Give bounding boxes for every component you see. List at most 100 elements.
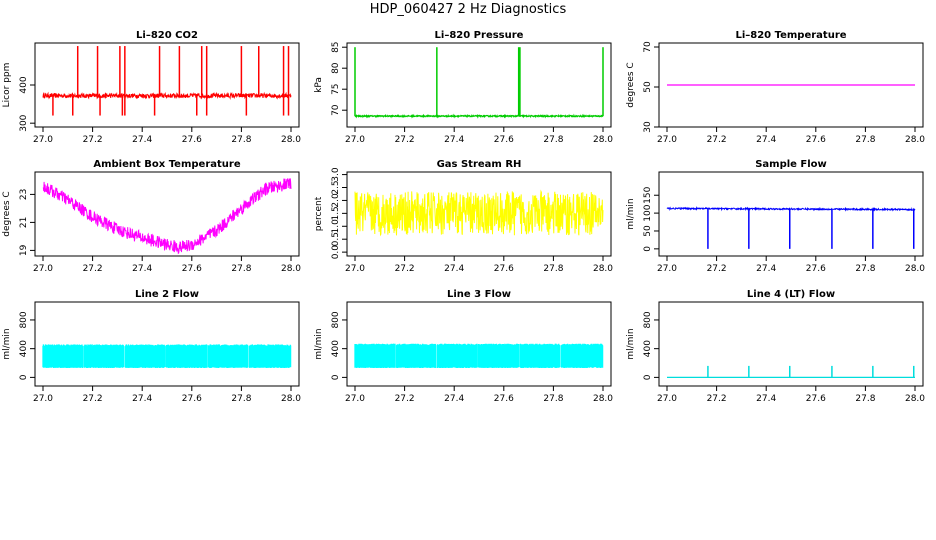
panel-5-ytick-label-2: 100 [643,204,653,221]
panel-8-xtick-label-0: 27.0 [657,394,677,404]
panel-5-ylabel: ml/min [626,198,636,229]
panel-4-xtick-label-3: 27.6 [494,264,514,274]
panel-7-xtick-label-4: 27.8 [543,394,563,404]
panel-2-xtick-label-2: 27.4 [756,135,776,145]
panel-0-xtick-label-5: 28.0 [281,135,301,145]
panel-1-ytick-label-3: 85 [331,41,341,52]
panel-5-title: Sample Flow [755,159,827,170]
panel-3-xtick-label-3: 27.6 [182,264,202,274]
panel-2-xtick-label-3: 27.6 [806,135,826,145]
panel-6-ytick-label-1: 400 [19,340,29,357]
panel-4-ytick-label-3: 1.5 [331,206,341,220]
panel-8-xtick-label-2: 27.4 [756,394,776,404]
panel-1-ytick-label-1: 75 [331,83,341,94]
panel-4-xtick-label-5: 28.0 [593,264,613,274]
panel-3-title: Ambient Box Temperature [93,159,240,170]
panel-6-xtick-label-1: 27.2 [83,394,103,404]
panel-4-ytick-label-4: 2.0 [331,193,341,208]
panel-8-ytick-label-0: 0 [643,374,653,380]
panel-2-xtick-label-0: 27.0 [657,135,677,145]
panel-1-xtick-label-2: 27.4 [444,135,464,145]
panel-5-xtick-label-0: 27.0 [657,264,677,274]
panel-5-frame [658,171,924,257]
panel-8-frame [658,301,924,387]
panel-8-title: Line 4 (LT) Flow [747,289,835,300]
panel-1-xtick-label-5: 28.0 [593,135,613,145]
panel-3-frame [34,171,300,257]
panel-6-xtick-label-0: 27.0 [33,394,53,404]
panel-7-xtick-label-5: 28.0 [593,394,613,404]
panel-4-xtick-label-0: 27.0 [345,264,365,274]
panel-0-xtick-label-1: 27.2 [83,135,103,145]
panel-3-xtick-label-2: 27.4 [132,264,152,274]
panel-2-frame [658,42,924,128]
panel-3-series-line [42,178,292,255]
panel-5-series-line [666,205,916,212]
panel-4-title: Gas Stream RH [437,159,522,170]
panel-6-xtick-label-2: 27.4 [132,394,152,404]
panel-5-xtick-label-5: 28.0 [905,264,925,274]
panel-8-ylabel: ml/min [626,328,636,359]
panel-1-frame [346,42,612,128]
panel-5-ytick-label-1: 50 [643,225,653,237]
panel-0-ytick-label-0: 300 [19,114,29,131]
page-title: HDP_060427 2 Hz Diagnostics [369,2,567,17]
panel-7-series-band [354,343,604,368]
panel-0-xtick-label-3: 27.6 [182,135,202,145]
panel-7-xtick-label-2: 27.4 [444,394,464,404]
panel-4-ytick-label-0: 0.0 [331,245,341,260]
panel-3-xtick-label-4: 27.8 [231,264,251,274]
panel-6-ytick-label-2: 800 [19,311,29,328]
panel-8-xtick-label-3: 27.6 [806,394,826,404]
panel-4-ytick-label-6: 3.0 [331,167,341,182]
panel-8-xtick-label-5: 28.0 [905,394,925,404]
panel-6-ylabel: ml/min [2,328,12,359]
panel-2-ytick-label-0: 30 [643,121,653,133]
panel-4-ylabel: percent [314,196,324,231]
panel-6-xtick-label-5: 28.0 [281,394,301,404]
panel-2-ylabel: degrees C [626,62,636,107]
panel-1-xtick-label-3: 27.6 [494,135,514,145]
panel-2-xtick-label-1: 27.2 [707,135,727,145]
panel-0-xtick-label-0: 27.0 [33,135,53,145]
panel-0-title: Li–820 CO2 [136,30,198,41]
panel-8-xtick-label-4: 27.8 [855,394,875,404]
panel-6-frame [34,301,300,387]
panel-4-xtick-label-2: 27.4 [444,264,464,274]
panel-2-title: Li–820 Temperature [735,30,846,41]
panel-1-title: Li–820 Pressure [435,30,524,41]
panel-5-ytick-label-3: 150 [643,186,653,203]
panel-6-title: Line 2 Flow [135,289,199,300]
panel-7-ylabel: ml/min [314,328,324,359]
panel-4-ytick-label-1: 0.5 [331,232,341,246]
panel-1-xtick-label-0: 27.0 [345,135,365,145]
panel-4-frame [346,171,612,257]
panel-4-ytick-label-2: 1.0 [331,219,341,234]
panel-1-ylabel: kPa [314,77,324,93]
panel-6-ytick-label-0: 0 [19,374,29,380]
panel-5-ytick-label-0: 0 [643,246,653,252]
panel-7-title: Line 3 Flow [447,289,511,300]
panel-3-xtick-label-5: 28.0 [281,264,301,274]
panel-5-xtick-label-4: 27.8 [855,264,875,274]
panel-2-xtick-label-5: 28.0 [905,135,925,145]
panel-5-xtick-label-2: 27.4 [756,264,776,274]
panel-0-xtick-label-2: 27.4 [132,135,152,145]
panel-1-series-line [354,113,604,119]
panel-7-xtick-label-3: 27.6 [494,394,514,404]
panel-1-ytick-label-0: 70 [331,104,341,116]
panel-4-ytick-label-5: 2.5 [331,180,341,194]
panel-3-xtick-label-0: 27.0 [33,264,53,274]
panel-3-ytick-label-0: 19 [19,244,29,256]
panel-1-ytick-label-2: 80 [331,62,341,74]
panel-6-xtick-label-3: 27.6 [182,394,202,404]
panel-1-xtick-label-4: 27.8 [543,135,563,145]
panel-4-xtick-label-4: 27.8 [543,264,563,274]
panel-1-xtick-label-1: 27.2 [395,135,415,145]
panel-8-ytick-label-1: 400 [643,340,653,357]
panel-7-ytick-label-0: 0 [331,374,341,380]
panel-8-xtick-label-1: 27.2 [707,394,727,404]
panel-6-series-band [42,344,292,368]
panel-5-xtick-label-1: 27.2 [707,264,727,274]
